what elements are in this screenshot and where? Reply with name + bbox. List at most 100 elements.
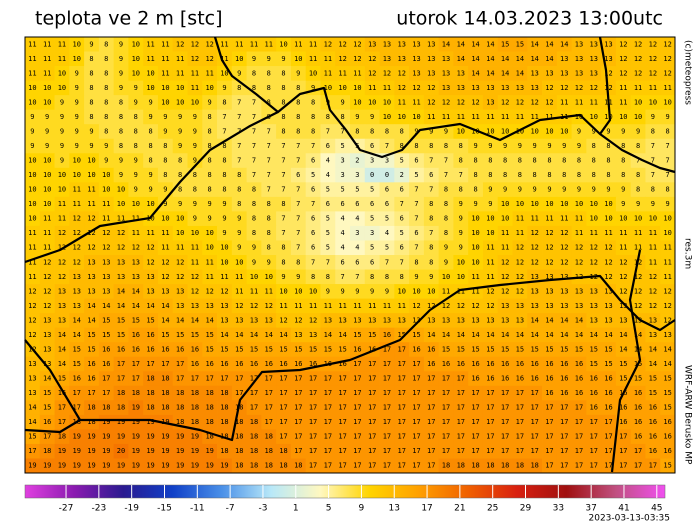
grid-cell: [497, 66, 513, 81]
grid-value: 7: [281, 142, 285, 150]
grid-value: 10: [43, 98, 51, 106]
grid-value: 17: [294, 404, 302, 412]
grid-value: 8: [119, 127, 123, 135]
grid-value: 16: [575, 375, 583, 383]
grid-value: 11: [324, 302, 332, 310]
grid-cell: [69, 167, 85, 183]
grid-cell: [113, 284, 129, 299]
grid-cell: [261, 51, 277, 67]
grid-value: 8: [370, 127, 374, 135]
grid-value: 13: [397, 40, 405, 48]
grid-value: 11: [619, 229, 627, 237]
grid-value: 18: [486, 462, 494, 470]
grid-value: 13: [87, 287, 95, 295]
grid-cell: [350, 95, 366, 111]
grid-value: 12: [72, 215, 80, 223]
grid-value: 13: [619, 316, 627, 324]
grid-value: 17: [102, 389, 110, 397]
grid-value: 10: [471, 229, 479, 237]
grid-value: 17: [368, 462, 376, 470]
grid-value: 9: [134, 98, 138, 106]
grid-value: 11: [87, 186, 95, 194]
resolution-label: res.3m: [683, 238, 693, 269]
grid-value: 17: [516, 433, 524, 441]
grid-cell: [556, 95, 572, 111]
grid-value: 14: [619, 345, 627, 353]
grid-value: 16: [663, 433, 671, 441]
grid-cell: [246, 37, 262, 52]
grid-value: 9: [459, 229, 463, 237]
grid-value: 17: [368, 389, 376, 397]
grid-value: 17: [324, 375, 332, 383]
grid-value: 17: [146, 360, 154, 368]
grid-value: 8: [621, 171, 625, 179]
grid-cell: [202, 80, 218, 96]
grid-cell: [69, 95, 85, 111]
grid-value: 17: [427, 404, 435, 412]
grid-cell: [497, 255, 513, 270]
grid-value: 16: [501, 375, 509, 383]
grid-value: 8: [341, 113, 345, 121]
grid-cell: [305, 225, 321, 241]
grid-value: 12: [590, 244, 598, 252]
grid-value: 9: [222, 200, 226, 208]
grid-cell: [615, 153, 632, 169]
grid-value: 17: [309, 418, 317, 426]
grid-value: 9: [45, 113, 49, 121]
grid-cell: [143, 167, 159, 183]
grid-value: 17: [442, 389, 450, 397]
grid-cell: [423, 109, 440, 125]
grid-value: 11: [161, 229, 169, 237]
grid-value: 7: [281, 215, 285, 223]
grid-value: 18: [250, 418, 258, 426]
grid-value: 10: [176, 215, 184, 223]
grid-value: 16: [530, 360, 538, 368]
grid-value: 18: [530, 462, 538, 470]
grid-cell: [305, 211, 321, 227]
grid-value: 13: [590, 40, 598, 48]
grid-value: 12: [619, 273, 627, 281]
grid-cell: [335, 182, 351, 198]
grid-cell: [143, 95, 159, 111]
grid-value: 17: [72, 389, 80, 397]
grid-value: 4: [326, 157, 330, 165]
grid-cell: [335, 196, 351, 212]
grid-value: 17: [604, 447, 612, 455]
grid-value: 15: [87, 345, 95, 353]
grid-value: 7: [651, 157, 655, 165]
grid-cell: [246, 95, 262, 111]
grid-value: 15: [205, 345, 213, 353]
grid-value: 11: [58, 215, 66, 223]
grid-value: 9: [193, 157, 197, 165]
grid-value: 16: [634, 389, 642, 397]
grid-cell: [497, 240, 513, 256]
grid-value: 19: [146, 462, 154, 470]
grid-value: 14: [471, 40, 479, 48]
grid-value: 12: [486, 287, 494, 295]
grid-value: 16: [663, 418, 671, 426]
grid-value: 10: [294, 55, 302, 63]
grid-value: 12: [338, 40, 346, 48]
grid-cell: [276, 255, 292, 270]
grid-cell: [320, 269, 336, 285]
grid-value: 19: [176, 462, 184, 470]
grid-value: 12: [176, 273, 184, 281]
grid-cell: [113, 153, 129, 169]
grid-value: 16: [43, 418, 51, 426]
grid-cell: [157, 167, 174, 183]
grid-value: 13: [604, 302, 612, 310]
grid-value: 14: [72, 331, 80, 339]
grid-value: 17: [457, 433, 465, 441]
grid-value: 18: [87, 404, 95, 412]
grid-value: 11: [161, 40, 169, 48]
grid-value: 11: [132, 215, 140, 223]
grid-cell: [645, 95, 661, 111]
grid-cell: [84, 255, 100, 270]
grid-value: 16: [560, 375, 568, 383]
grid-cell: [571, 182, 587, 198]
grid-cell: [143, 240, 159, 256]
grid-value: 8: [267, 84, 271, 92]
grid-cell: [335, 167, 351, 183]
grid-cell: [542, 196, 558, 212]
